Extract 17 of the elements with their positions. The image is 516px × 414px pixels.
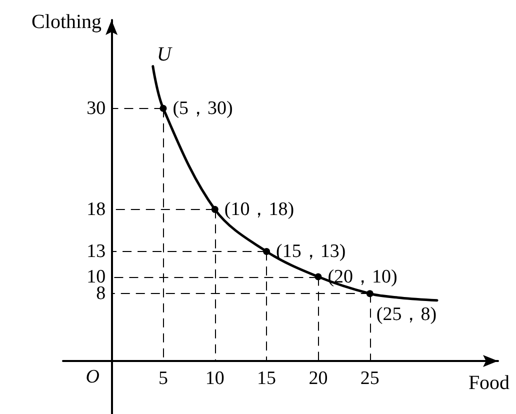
x-tick-label: 10: [205, 368, 224, 389]
x-axis-title: Food: [468, 372, 510, 394]
y-axis-title: Clothing: [32, 11, 102, 33]
y-tick-label: 18: [86, 198, 106, 220]
data-label: (20，10): [328, 266, 398, 288]
x-tick-label: 15: [257, 368, 276, 389]
data-label: (10，18): [224, 198, 294, 220]
data-label: (15，13): [276, 241, 346, 262]
x-tick-label: 20: [308, 368, 328, 389]
y-tick-label: 13: [86, 241, 106, 262]
x-tick-label: 5: [158, 368, 168, 389]
y-tick-label: 30: [86, 98, 106, 119]
series-label: U: [156, 43, 173, 66]
annotation: O: [86, 366, 100, 388]
data-label: (5，30): [172, 98, 233, 119]
data-label: (25，8): [376, 304, 437, 326]
x-tick-label: 25: [360, 368, 380, 389]
